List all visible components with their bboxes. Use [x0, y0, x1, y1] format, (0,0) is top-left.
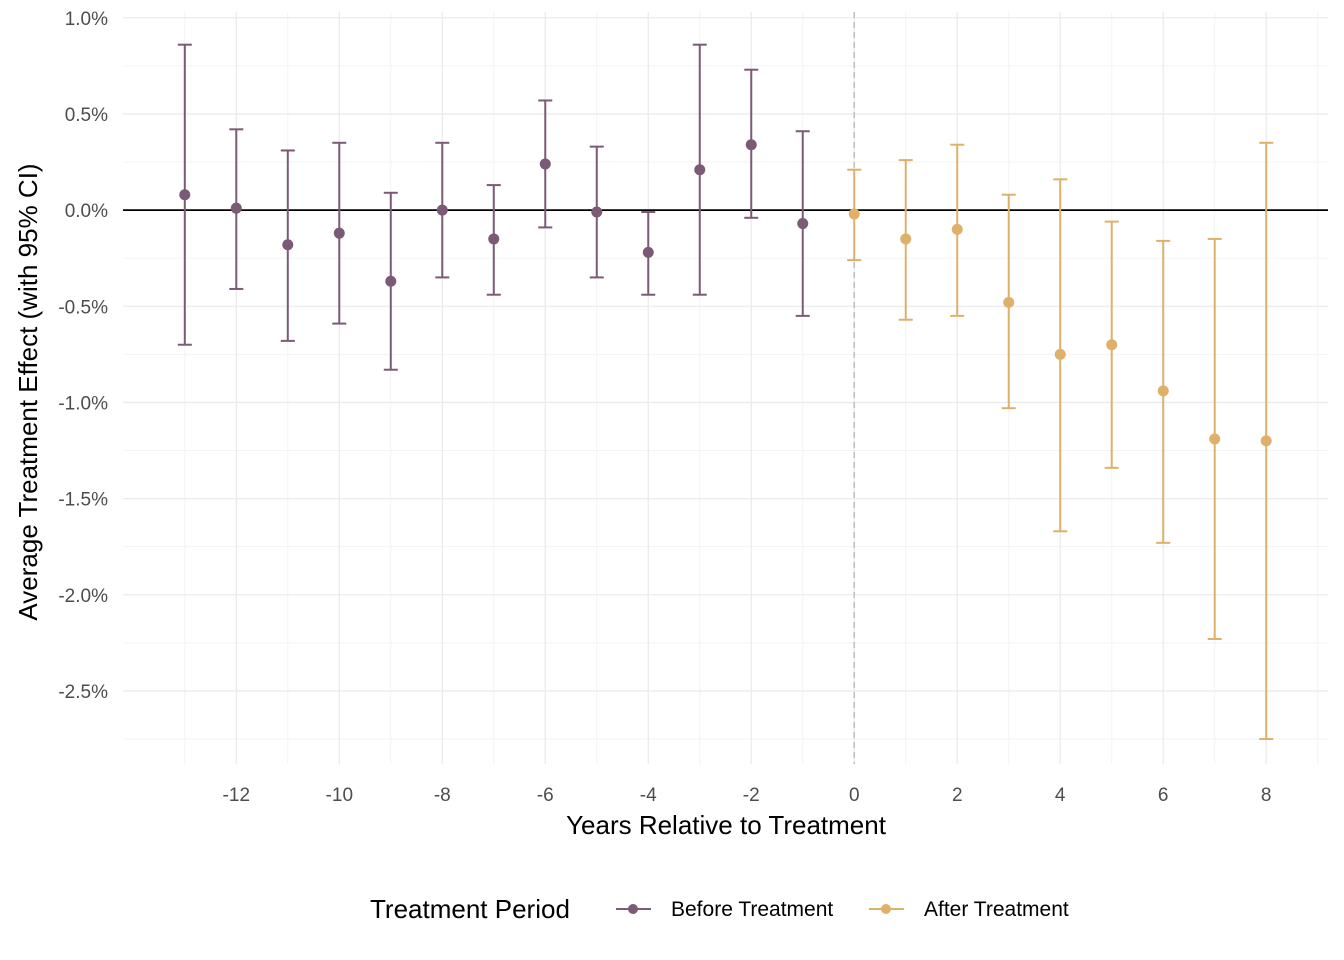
x-tick-label: -8 [434, 785, 451, 806]
x-tick-label: -10 [326, 785, 353, 806]
legend: Treatment Period Before Treatment After … [370, 894, 1069, 924]
y-tick-label: -0.5% [58, 297, 108, 318]
point-group-before-treatment [589, 145, 604, 279]
point-group-before-treatment [692, 43, 707, 296]
legend-label-after: After Treatment [924, 898, 1069, 921]
data-point [1003, 296, 1015, 308]
x-tick-label: 6 [1158, 785, 1169, 806]
legend-key-dot-before [628, 904, 638, 914]
data-point [436, 204, 448, 216]
point-group-before-treatment [641, 211, 656, 296]
data-point [1106, 339, 1118, 351]
x-axis-tick-labels: -12 -10 -8 -6 -4 -2 0 2 4 6 8 [223, 785, 1272, 806]
y-tick-label: 1.0% [65, 9, 108, 30]
data-point [797, 218, 809, 230]
data-point [900, 233, 912, 245]
y-axis-tick-labels: 1.0% 0.5% 0.0% -0.5% -1.0% -1.5% -2.0% -2.5% [58, 9, 108, 703]
x-tick-label: 2 [952, 785, 963, 806]
data-point [591, 206, 603, 218]
x-tick-label: -2 [743, 785, 760, 806]
data-point [1260, 435, 1272, 447]
data-point [488, 233, 500, 245]
x-tick-label: -6 [537, 785, 554, 806]
x-tick-label: 8 [1261, 785, 1272, 806]
data-point [179, 189, 191, 201]
y-axis-title: Average Treatment Effect (with 95% CI) [13, 163, 43, 620]
data-point [848, 208, 860, 220]
point-group-after-treatment [950, 143, 965, 317]
data-point [385, 275, 397, 287]
y-tick-label: 0.0% [65, 201, 108, 222]
data-point [230, 202, 242, 214]
point-group-after-treatment [1001, 193, 1016, 410]
x-axis-title: Years Relative to Treatment [566, 810, 887, 840]
data-point [745, 139, 757, 151]
reference-lines [123, 12, 1328, 764]
point-group-before-treatment [177, 43, 192, 346]
y-tick-label: -2.5% [58, 682, 108, 703]
point-group-after-treatment [1259, 141, 1274, 740]
point-group-before-treatment [744, 68, 759, 219]
point-group-before-treatment [229, 128, 244, 290]
point-group-after-treatment [1207, 237, 1222, 640]
x-tick-label: -12 [223, 785, 250, 806]
point-group-after-treatment [1053, 178, 1068, 533]
x-tick-label: -4 [640, 785, 657, 806]
y-tick-label: -1.0% [58, 393, 108, 414]
point-group-before-treatment [280, 149, 295, 342]
point-group-before-treatment [435, 141, 450, 279]
point-group-after-treatment [1104, 220, 1119, 469]
y-tick-label: -1.5% [58, 490, 108, 511]
data-point [694, 164, 706, 176]
minor-gridlines [123, 12, 1328, 764]
point-group-before-treatment [486, 184, 501, 296]
x-tick-label: 4 [1055, 785, 1066, 806]
point-group-before-treatment [332, 141, 347, 325]
y-tick-label: -2.0% [58, 586, 108, 607]
point-group-before-treatment [795, 130, 810, 317]
point-group-before-treatment [538, 99, 553, 229]
legend-item-before: Before Treatment [616, 898, 833, 921]
data-point [951, 223, 963, 235]
legend-title: Treatment Period [370, 894, 570, 924]
x-tick-label: 0 [849, 785, 860, 806]
y-tick-label: 0.5% [65, 105, 108, 126]
data-point [333, 227, 345, 239]
data-point [1054, 348, 1066, 360]
data-point [282, 239, 294, 251]
legend-key-dot-after [881, 904, 891, 914]
point-group-after-treatment [898, 159, 913, 321]
data-point [539, 158, 551, 170]
data-point [642, 246, 654, 258]
legend-item-after: After Treatment [869, 898, 1069, 921]
legend-label-before: Before Treatment [671, 898, 833, 921]
data-marks [177, 43, 1274, 740]
data-point [1157, 385, 1169, 397]
data-point [1209, 433, 1221, 445]
major-gridlines [123, 12, 1328, 764]
point-group-before-treatment [383, 191, 398, 371]
point-group-after-treatment [847, 168, 862, 262]
point-group-after-treatment [1156, 239, 1171, 544]
